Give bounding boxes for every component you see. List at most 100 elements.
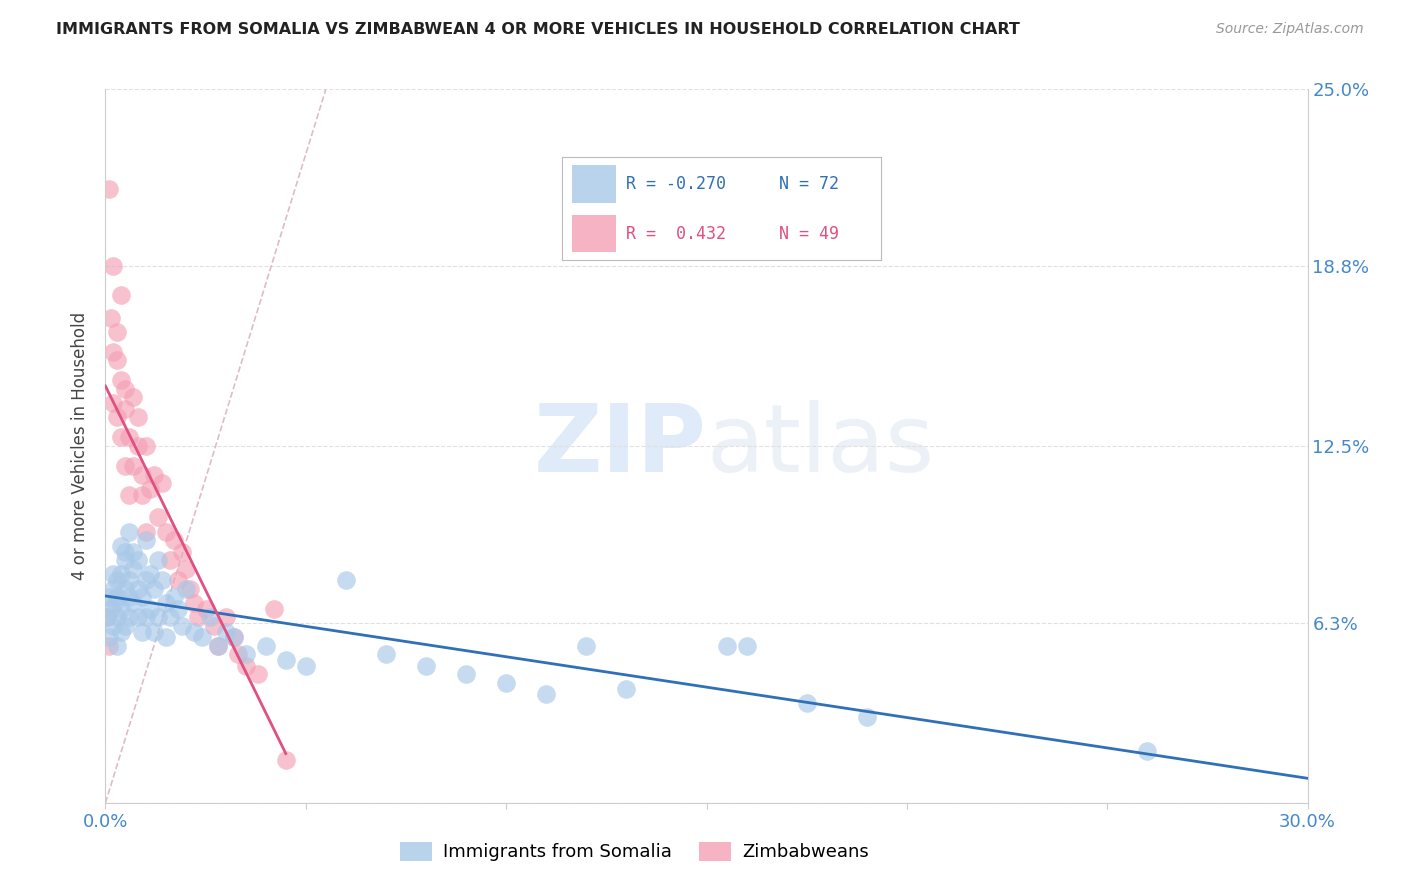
Point xyxy=(155,596,177,610)
Point xyxy=(226,648,249,662)
Point xyxy=(118,524,141,539)
Point xyxy=(135,533,157,548)
Point xyxy=(222,630,245,644)
Point xyxy=(135,573,157,587)
Point xyxy=(131,467,153,482)
Point xyxy=(103,582,125,596)
Point xyxy=(166,601,188,615)
Point xyxy=(162,533,184,548)
Point xyxy=(142,624,165,639)
Point xyxy=(198,610,221,624)
Point xyxy=(716,639,738,653)
Point xyxy=(107,610,129,624)
Point xyxy=(118,573,141,587)
Point xyxy=(107,353,129,368)
Point xyxy=(127,553,149,567)
Y-axis label: 4 or more Vehicles in Household: 4 or more Vehicles in Household xyxy=(72,312,90,580)
Point xyxy=(98,591,121,605)
Point xyxy=(127,439,149,453)
Point xyxy=(103,259,125,273)
Point xyxy=(235,648,257,662)
Point xyxy=(118,430,141,444)
Point xyxy=(107,410,129,425)
Point xyxy=(114,619,136,633)
Point xyxy=(122,391,145,405)
Point xyxy=(246,667,269,681)
Point xyxy=(146,610,169,624)
Point xyxy=(150,573,173,587)
Point xyxy=(103,567,125,582)
Point xyxy=(855,710,877,724)
Point xyxy=(98,630,121,644)
Point xyxy=(170,619,193,633)
Point xyxy=(98,182,121,196)
Point xyxy=(107,639,129,653)
Point xyxy=(214,610,236,624)
Point xyxy=(122,544,145,558)
Point xyxy=(174,562,197,576)
Point xyxy=(96,610,118,624)
Point xyxy=(135,439,157,453)
Point xyxy=(122,562,145,576)
Point xyxy=(495,676,517,690)
Point xyxy=(235,658,257,673)
Point xyxy=(415,658,437,673)
Point xyxy=(110,601,132,615)
Point xyxy=(118,487,141,501)
Point xyxy=(150,476,173,491)
Point xyxy=(274,653,297,667)
Point xyxy=(103,396,125,410)
Point xyxy=(166,573,188,587)
Point xyxy=(159,553,181,567)
Point xyxy=(183,596,205,610)
Point xyxy=(335,573,357,587)
Point xyxy=(183,624,205,639)
Point xyxy=(118,610,141,624)
Point xyxy=(135,524,157,539)
Point xyxy=(107,573,129,587)
Point xyxy=(222,630,245,644)
Point xyxy=(295,658,318,673)
Point xyxy=(179,582,201,596)
Point xyxy=(135,610,157,624)
Point xyxy=(98,639,121,653)
Point xyxy=(138,601,160,615)
Point xyxy=(131,591,153,605)
Point xyxy=(114,458,136,473)
Point xyxy=(207,639,229,653)
Point xyxy=(110,430,132,444)
Point xyxy=(616,681,638,696)
Point xyxy=(131,624,153,639)
Point xyxy=(104,596,127,610)
Point xyxy=(122,596,145,610)
Point xyxy=(162,591,184,605)
Point xyxy=(127,582,149,596)
Point xyxy=(127,410,149,425)
Point xyxy=(263,601,285,615)
Point xyxy=(187,610,209,624)
Point xyxy=(122,458,145,473)
Text: atlas: atlas xyxy=(707,400,935,492)
Point xyxy=(146,553,169,567)
Point xyxy=(207,639,229,653)
Point xyxy=(138,567,160,582)
Text: IMMIGRANTS FROM SOMALIA VS ZIMBABWEAN 4 OR MORE VEHICLES IN HOUSEHOLD CORRELATIO: IMMIGRANTS FROM SOMALIA VS ZIMBABWEAN 4 … xyxy=(56,22,1021,37)
Point xyxy=(155,524,177,539)
Text: ZIP: ZIP xyxy=(534,400,707,492)
Point xyxy=(110,567,132,582)
Point xyxy=(110,539,132,553)
Point xyxy=(146,510,169,524)
Point xyxy=(190,630,212,644)
Legend: Immigrants from Somalia, Zimbabweans: Immigrants from Somalia, Zimbabweans xyxy=(392,835,876,869)
Point xyxy=(575,639,598,653)
Point xyxy=(114,382,136,396)
Point xyxy=(454,667,477,681)
Point xyxy=(534,687,557,701)
Point xyxy=(194,601,217,615)
Point xyxy=(202,619,225,633)
Point xyxy=(170,544,193,558)
Point xyxy=(142,467,165,482)
Point xyxy=(114,553,136,567)
Point xyxy=(100,310,122,325)
Point xyxy=(796,696,818,710)
